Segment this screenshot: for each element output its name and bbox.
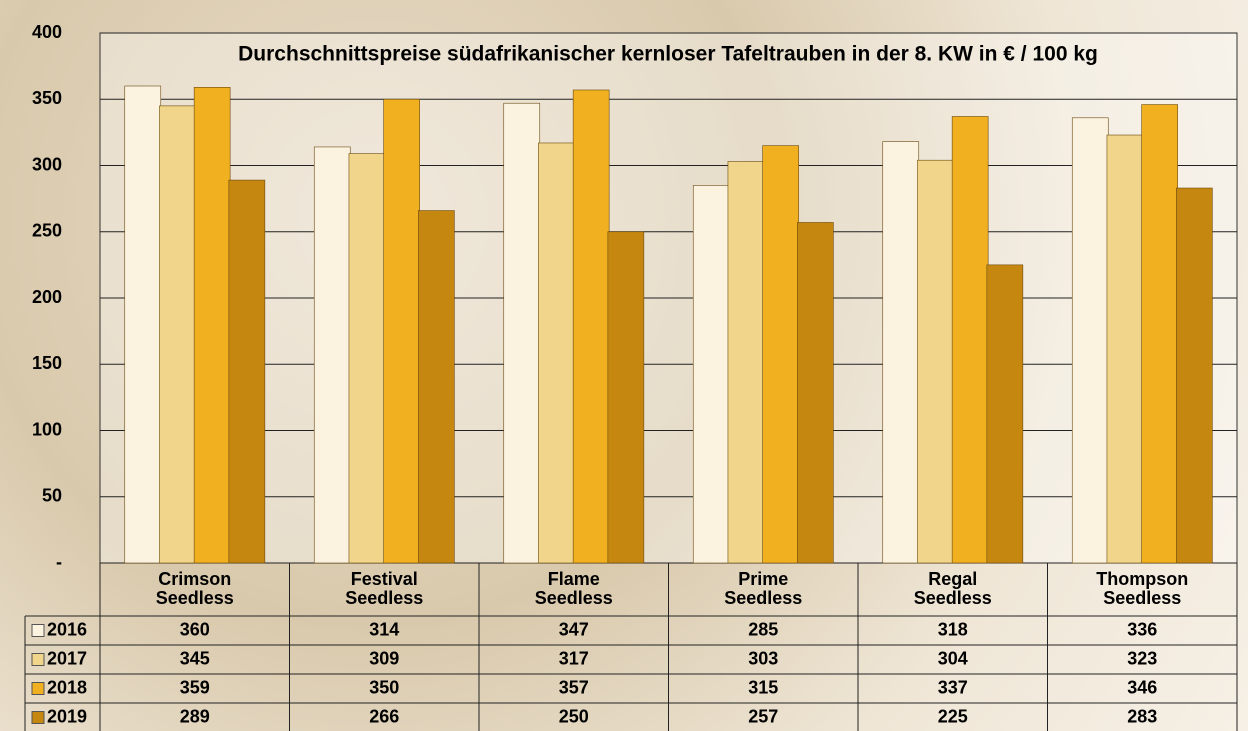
table-value: 317 xyxy=(559,648,589,668)
bar xyxy=(607,231,645,564)
bar xyxy=(159,105,196,564)
x-tick-label: Crimson Seedless xyxy=(155,569,234,608)
bar xyxy=(1176,187,1213,564)
table-value: 315 xyxy=(748,677,778,697)
table-value: 347 xyxy=(559,619,589,639)
x-tick-label: Regal Seedless xyxy=(913,569,992,608)
legend-swatch xyxy=(31,624,45,637)
table-value: 266 xyxy=(369,706,399,726)
y-tick-label: 400 xyxy=(32,22,62,42)
legend-label: 2018 xyxy=(47,677,87,697)
bar xyxy=(917,159,954,564)
table-value: 346 xyxy=(1127,677,1157,697)
y-tick-label: 300 xyxy=(32,154,62,174)
bar xyxy=(538,142,575,564)
bar xyxy=(348,153,386,564)
bar xyxy=(762,145,799,564)
bar xyxy=(882,141,920,564)
y-tick-label: 350 xyxy=(32,88,62,108)
table-value: 360 xyxy=(180,619,210,639)
table-value: 336 xyxy=(1127,619,1157,639)
x-tick-label: Flame Seedless xyxy=(534,569,613,608)
table-value: 285 xyxy=(748,619,778,639)
bar xyxy=(797,222,834,564)
y-tick-label: 100 xyxy=(32,419,62,439)
y-tick-label: 50 xyxy=(42,486,62,506)
table-value: 309 xyxy=(369,648,399,668)
table-value: 250 xyxy=(559,706,589,726)
bar xyxy=(1141,104,1178,564)
y-tick-label: - xyxy=(56,552,62,572)
bar xyxy=(383,98,420,564)
table-value: 357 xyxy=(559,677,589,697)
table-value: 345 xyxy=(180,648,210,668)
y-tick-label: 200 xyxy=(32,287,62,307)
bar xyxy=(692,185,730,564)
bar xyxy=(986,264,1024,564)
bar xyxy=(124,85,162,564)
bar xyxy=(418,210,455,564)
x-tick-label: Thompson Seedless xyxy=(1096,569,1189,608)
legend-label: 2017 xyxy=(47,648,87,668)
table-value: 303 xyxy=(748,648,778,668)
bar xyxy=(727,161,765,564)
table-value: 323 xyxy=(1127,648,1157,668)
table-value: 359 xyxy=(180,677,210,697)
bar xyxy=(228,179,266,564)
table-value: 350 xyxy=(369,677,399,697)
table-value: 257 xyxy=(748,706,778,726)
bar xyxy=(951,116,989,564)
legend-swatch xyxy=(31,653,45,666)
table-value: 283 xyxy=(1127,706,1157,726)
bar xyxy=(1071,117,1109,564)
table-value: 314 xyxy=(369,619,399,639)
bar xyxy=(193,87,231,564)
bar xyxy=(503,102,541,564)
table-value: 289 xyxy=(180,706,210,726)
table-value: 318 xyxy=(938,619,968,639)
legend-label: 2019 xyxy=(47,706,87,726)
x-tick-label: Prime Seedless xyxy=(724,569,803,608)
table-value: 337 xyxy=(938,677,968,697)
legend-label: 2016 xyxy=(47,619,87,639)
legend-swatch xyxy=(31,711,45,724)
y-tick-label: 250 xyxy=(32,221,62,241)
bar xyxy=(313,146,351,564)
chart-title: Durchschnittspreise südafrikanischer ker… xyxy=(238,43,1098,66)
legend-swatch xyxy=(31,682,45,695)
table-value: 304 xyxy=(938,648,968,668)
y-tick-label: 150 xyxy=(32,353,62,373)
table-value: 225 xyxy=(938,706,968,726)
bar xyxy=(1106,134,1144,564)
x-tick-label: Festival Seedless xyxy=(345,569,424,608)
bar xyxy=(572,89,610,564)
